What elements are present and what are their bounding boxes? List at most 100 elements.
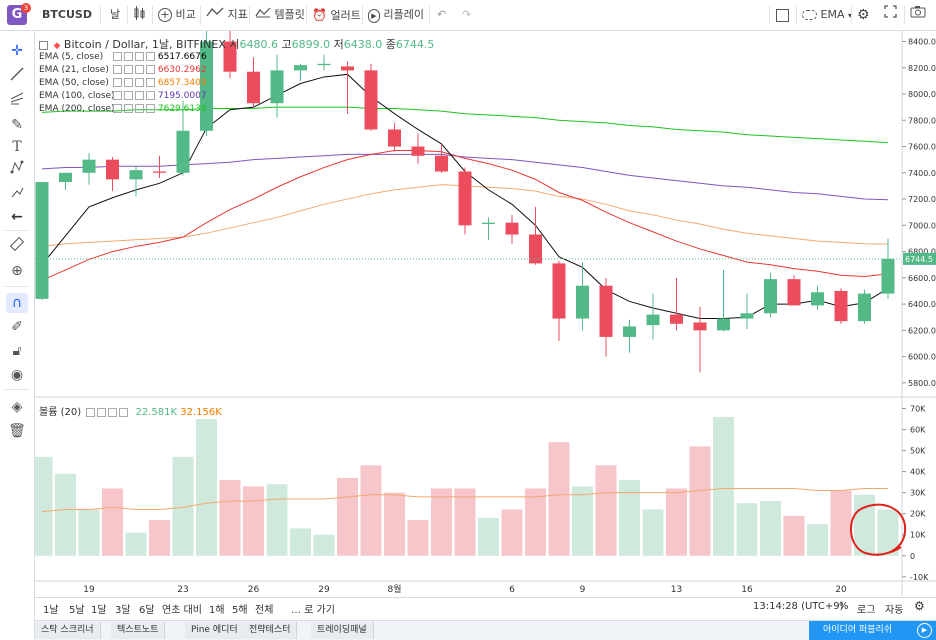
- plus-icon[interactable]: [135, 91, 144, 100]
- time-tick-label: 6: [509, 585, 515, 595]
- object-tree-tool[interactable]: ◈: [6, 397, 28, 417]
- panel-tab[interactable]: Pine 에디터: [185, 622, 245, 639]
- range-button[interactable]: 3달: [115, 605, 131, 616]
- eye-icon[interactable]: [124, 65, 133, 74]
- magnet-tool[interactable]: ∩: [6, 293, 28, 313]
- snapshot-button[interactable]: [910, 5, 926, 25]
- back-arrow-tool[interactable]: ←: [6, 207, 28, 227]
- zoom-tool[interactable]: ⊕: [6, 261, 28, 281]
- range-button[interactable]: 5날: [69, 605, 85, 616]
- range-button[interactable]: 1날: [43, 605, 59, 616]
- compare-button[interactable]: + 비교: [158, 5, 196, 25]
- scale-settings-button[interactable]: ⚙: [914, 599, 925, 613]
- alert-button[interactable]: ⏰ 얼러트: [312, 8, 361, 22]
- trend-line-icon: [10, 67, 24, 81]
- open-value: 6480.6: [239, 38, 278, 51]
- close-icon[interactable]: [119, 407, 129, 417]
- close-icon[interactable]: [146, 65, 155, 74]
- remove-drawings-tool[interactable]: 🗑︎: [6, 421, 28, 441]
- goto-date-button[interactable]: … 로 가기: [291, 605, 335, 616]
- volume-bar: [713, 416, 734, 556]
- eye-icon[interactable]: [124, 78, 133, 87]
- log-scale-button[interactable]: 로그: [857, 605, 876, 616]
- pitchfork-tool[interactable]: [6, 91, 28, 111]
- volume-bar: [149, 520, 170, 556]
- undo-button[interactable]: ↶: [437, 5, 446, 25]
- price-tick-label: 7400.0: [908, 169, 936, 178]
- range-button[interactable]: 5해: [232, 605, 248, 616]
- brush-tool[interactable]: ✎: [6, 115, 28, 135]
- close-icon[interactable]: [146, 52, 155, 61]
- templates-button[interactable]: 템플릿: [255, 5, 305, 25]
- candle-body: [317, 63, 331, 66]
- collapse-icon[interactable]: [39, 40, 48, 50]
- close-icon[interactable]: [146, 78, 155, 87]
- plus-icon[interactable]: [135, 78, 144, 87]
- plus-icon[interactable]: [135, 65, 144, 74]
- settings-icon[interactable]: [113, 65, 122, 74]
- ruler-tool[interactable]: [6, 236, 28, 257]
- close-icon[interactable]: [146, 104, 155, 113]
- visibility-tool[interactable]: ◉: [6, 365, 28, 385]
- eye-icon[interactable]: [124, 104, 133, 113]
- volume-bar: [666, 488, 687, 556]
- ema-value: 7195.0007: [157, 91, 207, 101]
- volume-bar: [55, 473, 76, 556]
- symbol-search[interactable]: BTCUSD: [42, 8, 92, 21]
- fullscreen-button[interactable]: [884, 5, 897, 25]
- range-button[interactable]: 전체: [255, 605, 274, 616]
- settings-icon[interactable]: [113, 52, 122, 61]
- settings-icon[interactable]: [113, 78, 122, 87]
- eye-icon[interactable]: [97, 407, 107, 417]
- chart-area[interactable]: 8400.0 8200.0 8000.0 7800.0 7600.0 7400.0 7200…: [35, 31, 936, 596]
- annotation-circle: [849, 503, 907, 556]
- candle-body: [834, 290, 848, 322]
- redo-button[interactable]: ↷: [462, 5, 471, 25]
- candle-body: [129, 170, 143, 180]
- publish-idea-button[interactable]: 아이디어 퍼블리쉬 ▶: [809, 621, 936, 640]
- panel-tab[interactable]: 텍스트노트: [111, 622, 166, 639]
- plus-icon[interactable]: [135, 52, 144, 61]
- time-tick-label: 16: [741, 585, 753, 595]
- trend-line-tool[interactable]: [6, 67, 28, 87]
- eye-icon[interactable]: [124, 52, 133, 61]
- text-tool[interactable]: T: [6, 137, 28, 157]
- layout-toggle[interactable]: [776, 5, 789, 25]
- interval-button[interactable]: 날: [110, 8, 121, 21]
- eye-icon[interactable]: [124, 91, 133, 100]
- settings-button[interactable]: ⚙: [857, 5, 870, 25]
- price-chart[interactable]: 8400.0 8200.0 8000.0 7800.0 7600.0 7400.0 7200…: [35, 31, 936, 596]
- indicators-button[interactable]: 지표: [206, 5, 248, 25]
- replay-button[interactable]: ▶ 리플레이: [368, 5, 424, 25]
- range-button[interactable]: 1해: [209, 605, 225, 616]
- crosshair-tool[interactable]: ✛: [6, 41, 28, 61]
- close-icon[interactable]: [146, 91, 155, 100]
- ema-legend-row: EMA (100, close) 7195.0007: [39, 91, 207, 101]
- panel-tab[interactable]: 전략테스터: [243, 622, 298, 639]
- volume-bar: [736, 503, 758, 556]
- lock-tool[interactable]: 🔓︎: [6, 341, 28, 361]
- candle-type-button[interactable]: [133, 5, 149, 25]
- panel-tab[interactable]: 스탁 스크리너: [35, 622, 101, 639]
- candle-body: [811, 292, 824, 306]
- plus-icon[interactable]: [108, 407, 118, 417]
- settings-icon[interactable]: [113, 104, 122, 113]
- volume-bar: [407, 520, 429, 556]
- bitfinex-logo-icon: ◆: [53, 41, 61, 51]
- volume-bar: [454, 488, 476, 556]
- pattern-tool[interactable]: [6, 160, 28, 180]
- range-button[interactable]: 1달: [91, 605, 107, 616]
- range-button[interactable]: 6달: [139, 605, 155, 616]
- stay-drawing-tool[interactable]: ✐: [6, 317, 28, 337]
- prediction-tool[interactable]: [6, 185, 28, 205]
- panel-tab[interactable]: 트레이딩패널: [311, 622, 374, 639]
- volume-bar: [102, 488, 123, 556]
- ema-template-button[interactable]: EMA ▾: [802, 5, 852, 25]
- range-button[interactable]: 연초 대비: [162, 605, 202, 616]
- settings-icon[interactable]: [113, 91, 122, 100]
- settings-icon[interactable]: [86, 407, 96, 417]
- auto-scale-button[interactable]: 자동: [885, 605, 904, 616]
- plus-icon[interactable]: [135, 104, 144, 113]
- percent-scale-button[interactable]: %: [839, 601, 849, 612]
- candle-body: [388, 129, 401, 147]
